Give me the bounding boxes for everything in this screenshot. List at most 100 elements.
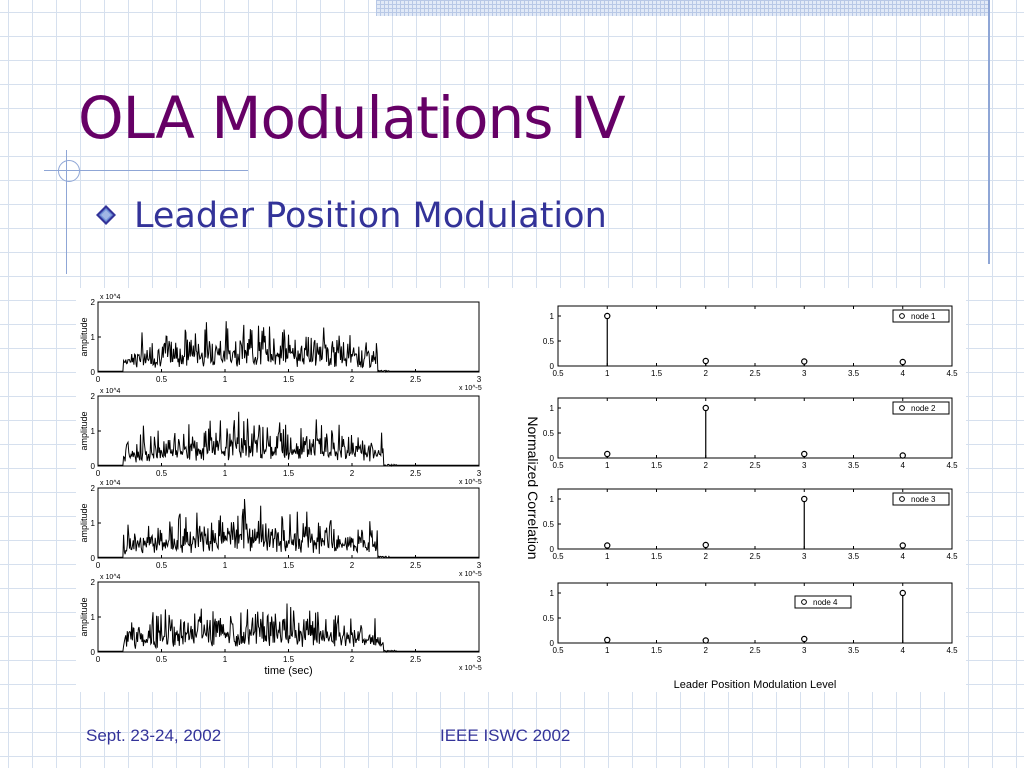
legend-box xyxy=(892,492,950,506)
y-tick-label: 1 xyxy=(91,613,96,622)
x-tick-label: 0.5 xyxy=(552,646,564,655)
y-tick-label: 0.5 xyxy=(543,614,555,623)
x-tick-label: 2 xyxy=(704,552,709,561)
x-tick-label: 4 xyxy=(901,461,906,470)
x-tick-label: 3 xyxy=(477,469,482,478)
x-tick-label: 2 xyxy=(350,561,355,570)
y-tick-label: 0.5 xyxy=(543,429,555,438)
x-tick-label: 1.5 xyxy=(651,461,663,470)
x-tick-label: 2.5 xyxy=(410,375,422,384)
stem-marker xyxy=(899,358,906,366)
legend-box xyxy=(892,309,950,323)
correlation-panel-4 xyxy=(557,582,953,644)
x-tick-label: 1.5 xyxy=(283,375,295,384)
waveform-trace-2 xyxy=(98,411,479,467)
x-axis-label: time (sec) xyxy=(264,665,312,677)
x-tick-label: 3.5 xyxy=(848,369,860,378)
y-tick-label: 2 xyxy=(91,578,96,587)
x-tick-label: 3 xyxy=(477,655,482,664)
x-exponent-label: x 10^-5 xyxy=(459,571,482,578)
x-tick-label: 2.5 xyxy=(749,369,761,378)
x-tick-label: 3 xyxy=(802,552,807,561)
waveform-trace-3 xyxy=(98,498,479,559)
y-exponent-label: x 10^4 xyxy=(100,574,121,581)
x-tick-label: 4.5 xyxy=(946,461,958,470)
legend-marker xyxy=(899,496,905,502)
x-tick-label: 0.5 xyxy=(156,561,168,570)
x-tick-label: 1 xyxy=(605,552,610,561)
x-tick-label: 1 xyxy=(223,655,228,664)
x-tick-label: 0.5 xyxy=(552,369,564,378)
stem-marker xyxy=(702,637,709,644)
y-tick-label: 0 xyxy=(550,362,555,371)
title-underline xyxy=(44,170,248,171)
y-tick-label: 0 xyxy=(91,648,96,657)
y-tick-label: 1 xyxy=(91,519,96,528)
legend-marker xyxy=(899,405,905,411)
x-tick-label: 0.5 xyxy=(156,375,168,384)
waveform-trace-1 xyxy=(98,321,479,373)
legend-label: node 2 xyxy=(911,404,936,413)
x-tick-label: 0.5 xyxy=(156,655,168,664)
x-tick-label: 2.5 xyxy=(749,461,761,470)
y-exponent-label: x 10^4 xyxy=(100,480,121,487)
stem-marker xyxy=(899,542,906,549)
stem-marker xyxy=(801,635,808,643)
stem-marker xyxy=(899,589,906,597)
stem-marker xyxy=(604,542,611,549)
x-tick-label: 3 xyxy=(477,561,482,570)
x-tick-label: 2.5 xyxy=(410,469,422,478)
y-axis-label: amplitude xyxy=(79,597,89,636)
x-tick-label: 0 xyxy=(96,561,101,570)
x-tick-label: 4 xyxy=(901,552,906,561)
y-tick-label: 1 xyxy=(91,427,96,436)
x-tick-label: 1 xyxy=(605,369,610,378)
stem-marker xyxy=(604,450,611,458)
x-tick-label: 1.5 xyxy=(651,552,663,561)
x-tick-label: 2.5 xyxy=(749,646,761,655)
x-tick-label: 1 xyxy=(223,561,228,570)
legend-label: node 3 xyxy=(911,495,936,504)
stem-marker xyxy=(702,357,709,365)
y-tick-label: 1 xyxy=(550,404,555,413)
footer-conference: IEEE ISWC 2002 xyxy=(440,726,571,745)
x-tick-label: 3 xyxy=(802,461,807,470)
x-tick-label: 4.5 xyxy=(946,369,958,378)
y-tick-label: 2 xyxy=(91,298,96,307)
y-tick-label: 0 xyxy=(550,545,555,554)
x-tick-label: 4 xyxy=(901,646,906,655)
correlation-panel-2 xyxy=(557,397,953,459)
y-tick-label: 2 xyxy=(91,484,96,493)
x-tick-label: 0 xyxy=(96,375,101,384)
y-tick-label: 0 xyxy=(91,554,96,563)
top-decorative-band xyxy=(376,0,990,16)
y-exponent-label: x 10^4 xyxy=(100,294,121,301)
stem-marker xyxy=(801,495,808,503)
x-tick-label: 2 xyxy=(704,646,709,655)
correlation-panel-1 xyxy=(557,305,953,367)
y-tick-label: 2 xyxy=(91,392,96,401)
x-tick-label: 2 xyxy=(350,375,355,384)
x-tick-label: 3 xyxy=(477,375,482,384)
x-tick-label: 0 xyxy=(96,655,101,664)
x-tick-label: 3.5 xyxy=(848,552,860,561)
y-exponent-label: x 10^4 xyxy=(100,388,121,395)
x-tick-label: 3.5 xyxy=(848,646,860,655)
legend-marker xyxy=(801,599,807,605)
x-tick-label: 1.5 xyxy=(283,655,295,664)
y-axis-label: amplitude xyxy=(79,411,89,450)
x-tick-label: 4 xyxy=(901,369,906,378)
legend-box xyxy=(794,595,852,609)
stem-marker xyxy=(604,312,611,320)
y-tick-label: 0 xyxy=(550,639,555,648)
y-axis-label: amplitude xyxy=(79,317,89,356)
left-accent-line xyxy=(66,150,67,274)
y-tick-label: 1 xyxy=(550,589,555,598)
x-tick-label: 2 xyxy=(704,369,709,378)
corner-circle-ornament xyxy=(58,160,80,182)
x-tick-label: 4.5 xyxy=(946,646,958,655)
legend-label: node 4 xyxy=(813,598,838,607)
waveform-trace-4 xyxy=(98,603,479,653)
x-tick-label: 2 xyxy=(350,469,355,478)
correlation-x-axis-label: Leader Position Modulation Level xyxy=(674,679,837,691)
